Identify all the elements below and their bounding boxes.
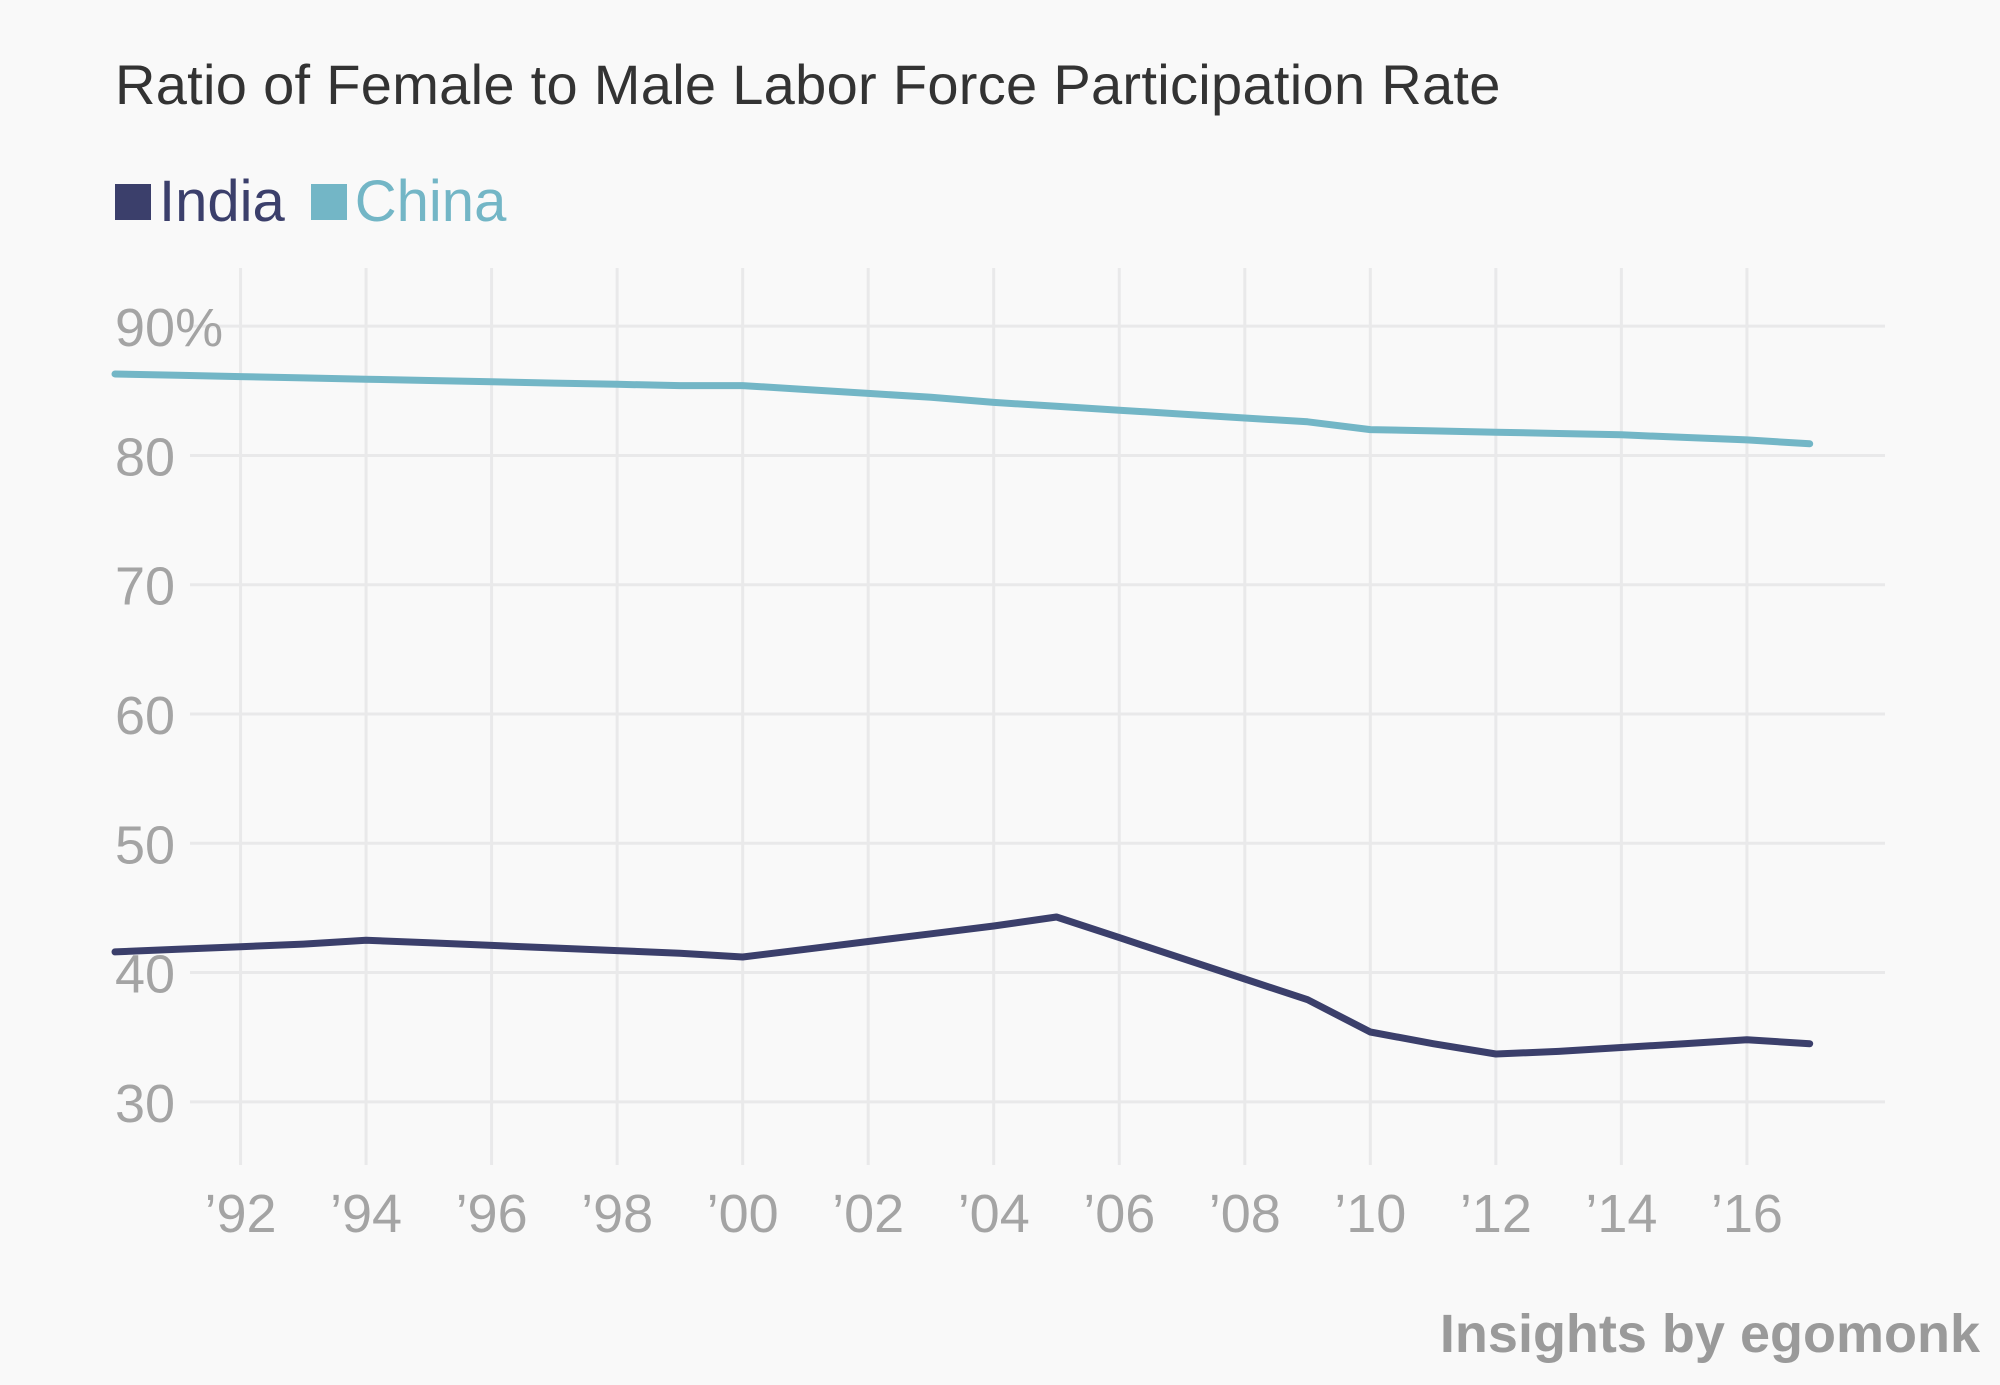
x-tick-label: ’06 <box>1083 1184 1155 1244</box>
x-tick-label: ’14 <box>1585 1184 1657 1244</box>
x-tick-label: ’10 <box>1334 1184 1406 1244</box>
legend-swatch-china <box>310 183 347 220</box>
x-tick-label: ’02 <box>832 1184 904 1244</box>
x-tick-label: ’04 <box>958 1184 1030 1244</box>
legend-label-china: China <box>354 169 507 234</box>
legend-item-india: India <box>115 168 285 235</box>
chart-title: Ratio of Female to Male Labor Force Part… <box>115 53 1501 116</box>
x-tick-label: ’00 <box>707 1184 779 1244</box>
credit-prefix: Insights by <box>1439 1304 1740 1364</box>
series-line-china <box>111 370 1814 448</box>
y-tick-label: 90% <box>115 298 223 358</box>
x-tick-label: ’98 <box>581 1184 653 1244</box>
y-tick-label: 70 <box>115 557 175 617</box>
legend-label-india: India <box>159 169 285 234</box>
legend-item-china: China <box>310 168 507 235</box>
credit-label: Insights by egomonk <box>1440 1303 1980 1365</box>
legend: India China <box>115 168 532 235</box>
x-tick-label: ’94 <box>330 1184 402 1244</box>
x-tick-label: ’96 <box>456 1184 528 1244</box>
credit-brand: egomonk <box>1739 1304 1980 1364</box>
y-tick-label: 30 <box>115 1074 175 1134</box>
x-tick-label: ’16 <box>1711 1184 1783 1244</box>
series-line-india <box>111 913 1814 1058</box>
y-tick-label: 80 <box>115 427 175 487</box>
y-tick-label: 60 <box>115 686 175 746</box>
y-tick-label: 50 <box>115 815 175 875</box>
x-tick-label: ’08 <box>1209 1184 1281 1244</box>
x-tick-label: ’92 <box>205 1184 277 1244</box>
x-tick-label: ’12 <box>1460 1184 1532 1244</box>
legend-swatch-india <box>115 183 151 220</box>
